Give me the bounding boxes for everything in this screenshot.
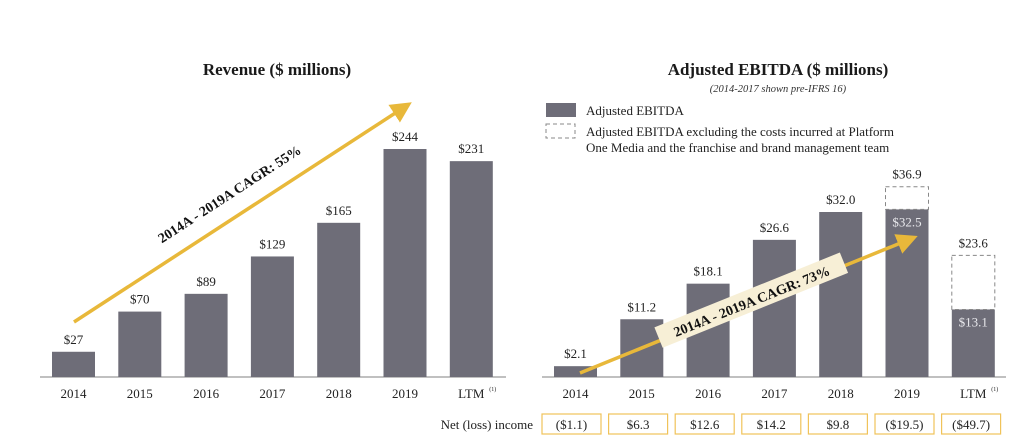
ebitda-bar-2014 [554,366,597,377]
legend-label-excluding-line1: Adjusted EBITDA excluding the costs incu… [586,124,894,139]
ebitda-excl-value-label: $23.6 [959,235,989,250]
net-income-box [940,413,1002,435]
net-income-value: ($19.5) [886,417,924,432]
net-income-box [607,413,669,435]
ebitda-subtitle: (2014-2017 shown pre-IFRS 16) [710,84,847,95]
revenue-bar-ltm [449,161,493,377]
ebitda-value-label: $2.1 [564,346,587,361]
net-income-value: $14.2 [757,417,786,432]
legend-swatch-dashed [545,123,576,139]
revenue-bar-2014 [52,351,95,377]
ebitda-tick-label: LTM [960,386,987,401]
ebitda-bar-2018 [819,212,863,377]
revenue-bar-2016 [184,293,228,377]
net-income-box [807,413,869,435]
net-income-value: $6.3 [627,417,650,432]
revenue-value-label: $165 [326,203,352,218]
ebitda-tick-label: 2017 [761,386,788,401]
ebitda-bar-ltm [951,309,995,377]
ebitda-value-label: $26.6 [760,220,790,235]
revenue-bar-2018 [317,222,361,377]
net-income-value: ($49.7) [952,417,990,432]
legend-label-excluding-line2: One Media and the franchise and brand ma… [586,140,889,155]
net-income-box [674,413,735,435]
revenue-value-label: $27 [64,332,84,347]
ebitda-value-label: $13.1 [959,314,988,329]
revenue-chart: Revenue ($ millions) $27 2014 $70 2015 $89 20… [40,60,506,401]
net-income-box [541,413,602,435]
legend-label-adjusted-ebitda: Adjusted EBITDA [586,103,684,118]
revenue-tick-label: 2019 [392,386,418,401]
net-income-box [874,413,935,435]
revenue-footnote-marker: (1) [489,386,496,393]
net-income-value: $12.6 [690,417,720,432]
ebitda-tick-label: 2019 [894,386,920,401]
ebitda-cagr-badge-bg [654,252,849,348]
revenue-value-label: $129 [259,236,285,251]
ebitda-legend: Adjusted EBITDA Adjusted EBITDA excludin… [545,103,894,155]
ebitda-tick-label: 2018 [828,386,854,401]
legend-swatch-solid [546,103,576,117]
revenue-tick-label: 2016 [193,386,220,401]
revenue-tick-label: 2018 [326,386,352,401]
revenue-cagr-label: 2014A - 2019A CAGR: 55% [156,143,304,247]
revenue-cagr-arrow [73,102,412,324]
revenue-bar-2017 [250,256,294,377]
ebitda-cagr-badge: 2014A - 2019A CAGR: 73% [654,252,849,348]
revenue-value-label: $89 [196,274,216,289]
revenue-tick-label: 2014 [61,386,88,401]
ebitda-value-label: $18.1 [693,264,722,279]
ebitda-value-label: $32.5 [892,214,921,229]
revenue-value-label: $231 [458,141,484,156]
revenue-value-label: $70 [130,292,150,307]
revenue-tick-label: 2017 [259,386,286,401]
revenue-title: Revenue ($ millions) [203,60,351,79]
net-income-label: Net (loss) income [441,417,534,432]
revenue-bar-2019 [383,149,427,377]
ebitda-tick-label: 2015 [629,386,655,401]
ebitda-excl-value-label: $36.9 [892,167,921,182]
ebitda-excl-bar-2019 [885,186,929,210]
ebitda-tick-label: 2016 [695,386,722,401]
revenue-bar-2015 [118,311,162,377]
ebitda-footnote-marker: (1) [991,386,998,393]
ebitda-value-label: $32.0 [826,192,855,207]
net-income-box [741,413,802,435]
ebitda-excl-bar-ltm [951,254,996,310]
ebitda-value-label: $11.2 [627,299,656,314]
net-income-value: ($1.1) [556,417,587,432]
revenue-tick-label: LTM [458,386,485,401]
ebitda-bar-2019 [885,209,929,377]
ebitda-title: Adjusted EBITDA ($ millions) [668,60,889,79]
ebitda-chart: Adjusted EBITDA ($ millions) (2014-2017 … [441,60,1006,435]
revenue-tick-label: 2015 [127,386,153,401]
revenue-value-label: $244 [392,129,419,144]
ebitda-tick-label: 2014 [563,386,590,401]
net-income-value: $9.8 [827,417,850,432]
